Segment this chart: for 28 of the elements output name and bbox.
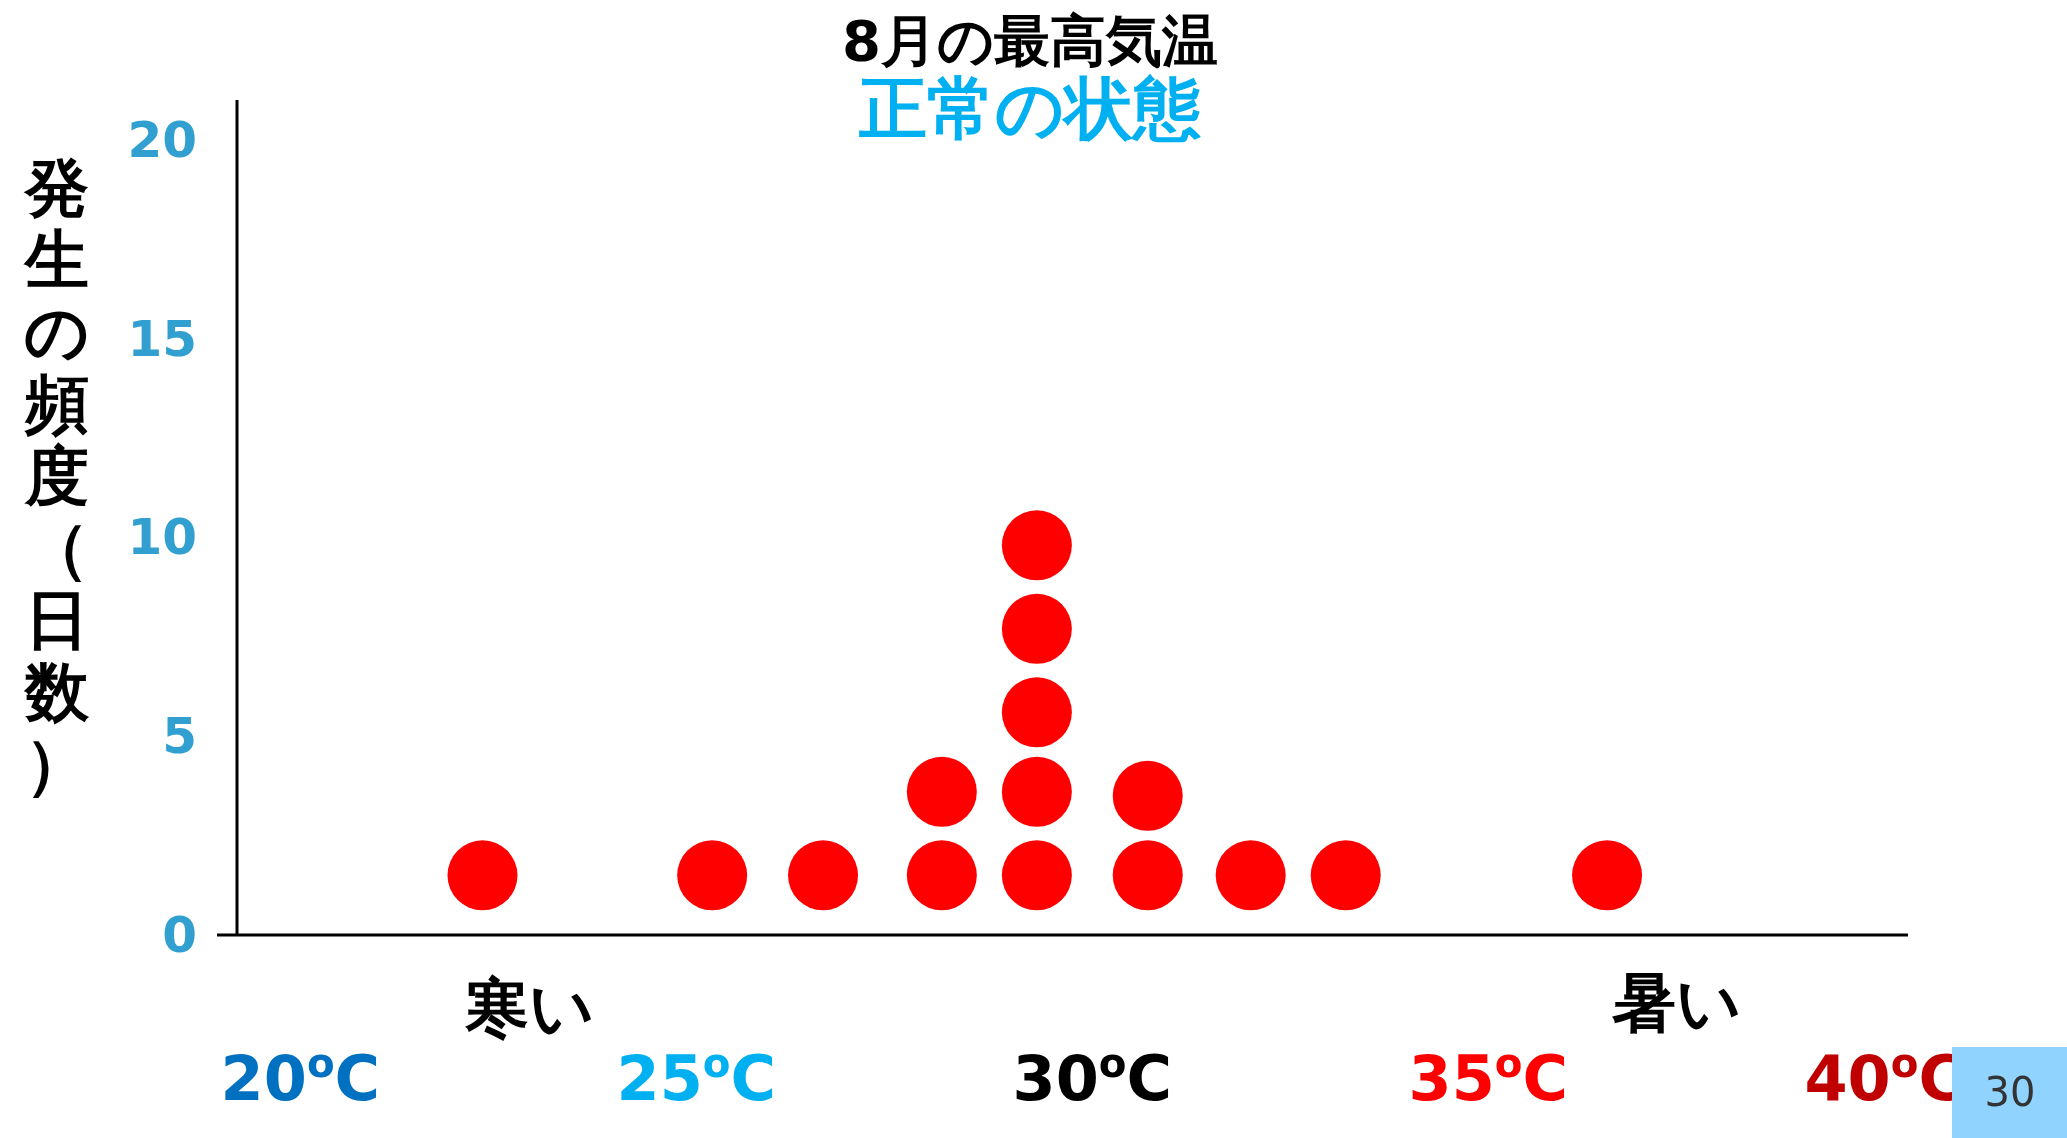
x-tick-label: 30$^{o}$C (1012, 1039, 1173, 1115)
text: 発生の頻度（日数） (24, 151, 90, 801)
y-tick-label: 5 (162, 707, 197, 766)
point (1001, 840, 1072, 911)
x-tick-label: 20$^{o}$C (220, 1039, 381, 1115)
point (1001, 677, 1072, 748)
point (447, 840, 518, 911)
point (1572, 840, 1643, 911)
point (1001, 510, 1072, 581)
x-tick-label: 35$^{o}$C (1408, 1039, 1569, 1115)
point (1112, 840, 1183, 911)
point (1112, 760, 1183, 831)
point (1310, 840, 1381, 911)
point (677, 840, 748, 911)
point (1001, 593, 1072, 664)
y-tick-label: 15 (127, 309, 197, 368)
y-tick-label: 0 (162, 906, 197, 964)
point (1001, 756, 1072, 827)
point (788, 840, 859, 911)
y-tick-label: 10 (127, 508, 197, 567)
point (906, 756, 977, 827)
text: 暑い (1611, 966, 1742, 1040)
point (906, 840, 977, 911)
x-tick-label: 25$^{o}$C (616, 1039, 777, 1115)
text: 30 (1984, 1069, 2036, 1115)
point (1215, 840, 1286, 911)
y-tick-label: 20 (127, 110, 197, 169)
text: 寒い (465, 971, 595, 1045)
